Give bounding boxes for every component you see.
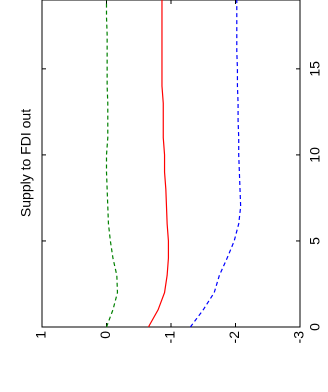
x-tick-label: 0 [307,323,323,331]
x-tick-label: 10 [307,147,323,163]
y-tick-label: 0 [97,331,113,339]
y-tick-label: -2 [226,331,242,344]
x-tick-label: 5 [307,237,323,245]
chart-title: Supply to FDI out [18,109,34,217]
y-tick-label: -1 [162,331,178,344]
plot-area [41,0,301,328]
y-tick-label: -3 [291,331,307,344]
x-tick-label: 15 [307,61,323,77]
y-tick-label: 1 [33,331,49,339]
series-line-3 [189,0,242,328]
series-line-1 [105,0,119,328]
series-line-2 [147,0,170,328]
